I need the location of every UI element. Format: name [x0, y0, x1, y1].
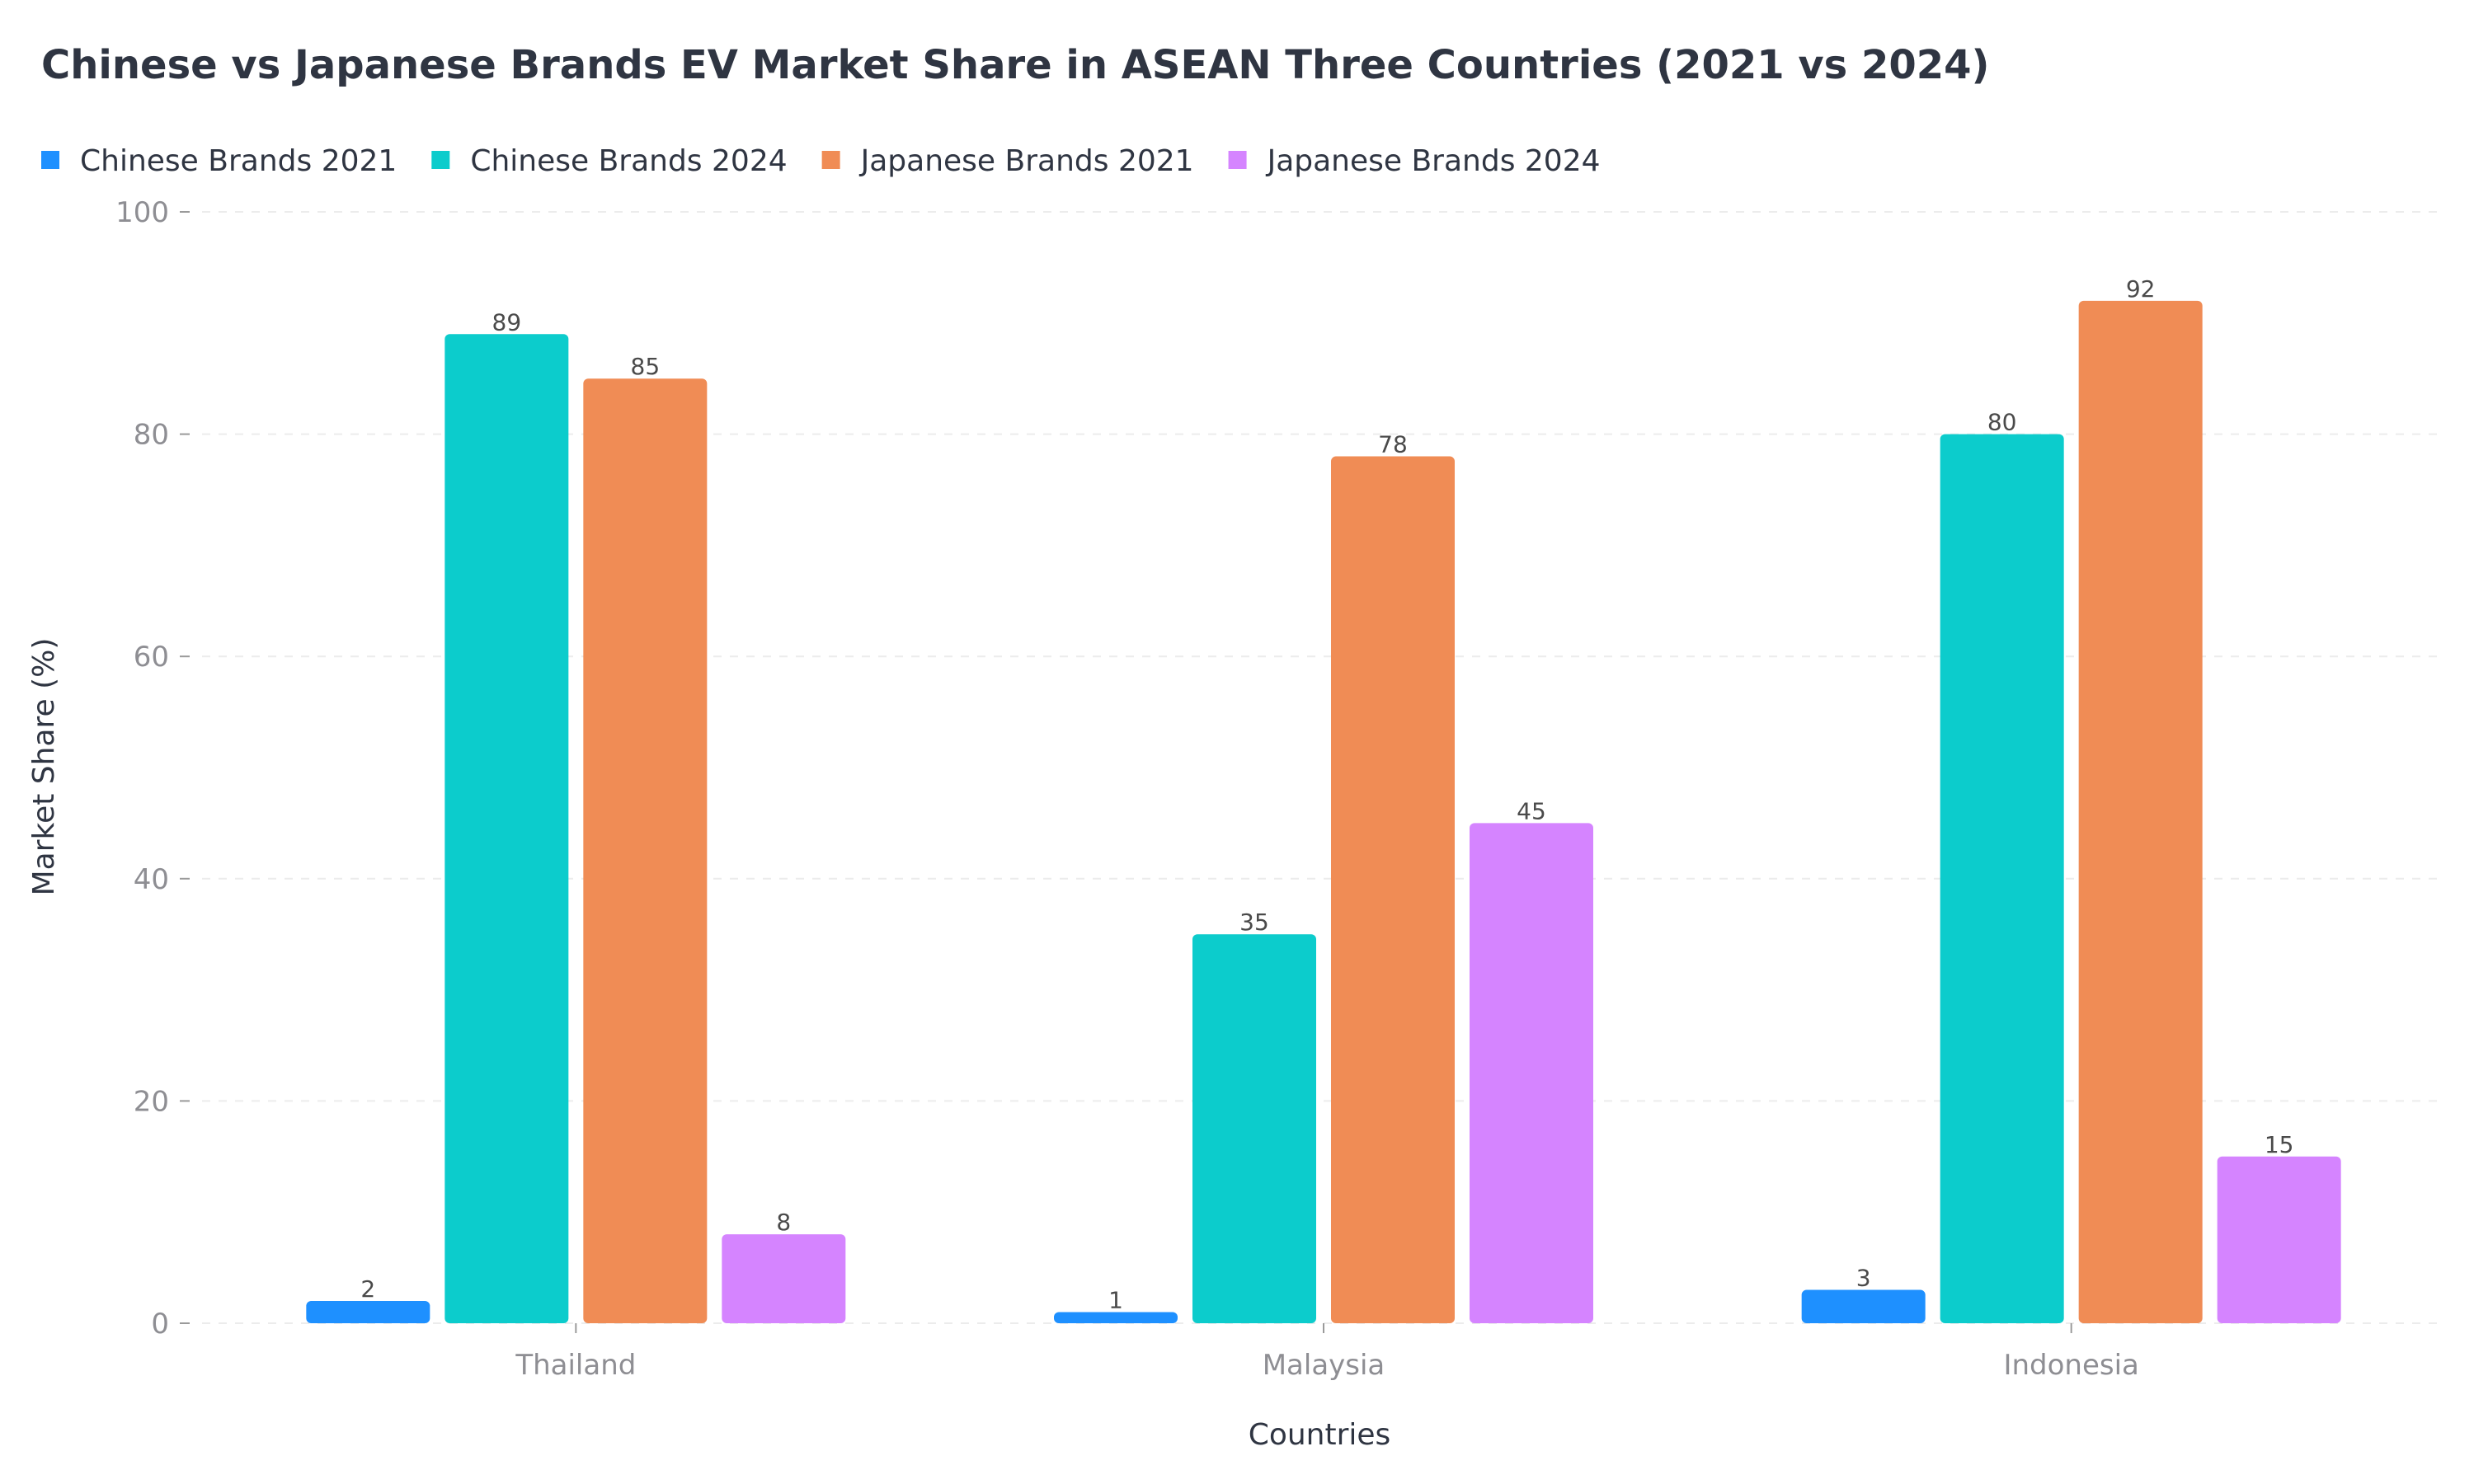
legend-label: Chinese Brands 2021	[80, 144, 397, 178]
legend-item-chinese-brands-2024: Chinese Brands 2024	[431, 144, 788, 178]
bar-japanese-brands-2024-thailand	[722, 1234, 846, 1323]
x-axis: Thailand Malaysia Indonesia	[515, 1323, 2139, 1382]
legend-swatch	[1228, 151, 1247, 169]
legend-swatch	[821, 151, 840, 169]
bar-japanese-brands-2021-malaysia	[1331, 456, 1455, 1323]
y-tick-label: 0	[151, 1308, 169, 1341]
value-label-japanese-brands-2021-indonesia: 92	[2126, 275, 2156, 303]
legend-swatch	[41, 151, 59, 169]
bar-chinese-brands-2021-indonesia	[1801, 1289, 1926, 1323]
y-tick-label: 80	[134, 419, 169, 452]
y-axis-label: Market Share (%)	[27, 638, 61, 896]
y-tick-label: 40	[134, 863, 169, 896]
x-tick-label-indonesia: Indonesia	[2003, 1349, 2138, 1382]
x-axis-label: Countries	[1249, 1418, 1391, 1452]
legend-label: Japanese Brands 2024	[1266, 144, 1601, 178]
chart-title: Chinese vs Japanese Brands EV Market Sha…	[41, 42, 1989, 88]
value-label-chinese-brands-2021-indonesia: 3	[1856, 1265, 1871, 1292]
legend-item-japanese-brands-2021: Japanese Brands 2021	[821, 144, 1194, 178]
legend-label: Japanese Brands 2021	[859, 144, 1194, 178]
legend-item-japanese-brands-2024: Japanese Brands 2024	[1228, 144, 1601, 178]
bar-chinese-brands-2024-thailand	[444, 334, 569, 1323]
y-axis: 0 20 40 60 80 100	[115, 196, 190, 1341]
y-tick-label: 100	[115, 196, 169, 229]
value-label-chinese-brands-2024-indonesia: 80	[1987, 409, 2017, 436]
value-label-chinese-brands-2024-malaysia: 35	[1239, 909, 1269, 936]
bar-chinese-brands-2021-thailand	[306, 1301, 430, 1323]
y-tick-label: 60	[134, 641, 169, 674]
bar-japanese-brands-2021-thailand	[583, 378, 708, 1324]
legend: Chinese Brands 2021 Chinese Brands 2024 Ja…	[41, 144, 1601, 178]
legend-swatch	[431, 151, 450, 169]
bar-chinese-brands-2024-indonesia	[1940, 434, 2064, 1323]
value-label-chinese-brands-2021-malaysia: 1	[1108, 1287, 1123, 1314]
bars	[306, 300, 2341, 1324]
value-label-japanese-brands-2021-thailand: 85	[631, 353, 661, 380]
legend-item-chinese-brands-2021: Chinese Brands 2021	[41, 144, 397, 178]
value-label-japanese-brands-2024-malaysia: 45	[1517, 797, 1546, 824]
legend-label: Chinese Brands 2024	[470, 144, 787, 178]
x-tick-label-thailand: Thailand	[515, 1349, 636, 1382]
bar-japanese-brands-2024-indonesia	[2217, 1156, 2341, 1323]
value-label-chinese-brands-2021-thailand: 2	[360, 1275, 375, 1303]
value-label-japanese-brands-2021-malaysia: 78	[1378, 431, 1408, 458]
bar-japanese-brands-2021-indonesia	[2078, 300, 2203, 1324]
bar-japanese-brands-2024-malaysia	[1470, 823, 1593, 1323]
bar-chinese-brands-2021-malaysia	[1054, 1312, 1178, 1323]
x-tick-label-malaysia: Malaysia	[1263, 1349, 1385, 1382]
bar-chinese-brands-2024-malaysia	[1192, 934, 1316, 1323]
value-label-japanese-brands-2024-indonesia: 15	[2265, 1131, 2294, 1158]
value-label-japanese-brands-2024-thailand: 8	[776, 1209, 791, 1236]
y-tick-label: 20	[134, 1085, 169, 1118]
value-label-chinese-brands-2024-thailand: 89	[492, 308, 522, 336]
